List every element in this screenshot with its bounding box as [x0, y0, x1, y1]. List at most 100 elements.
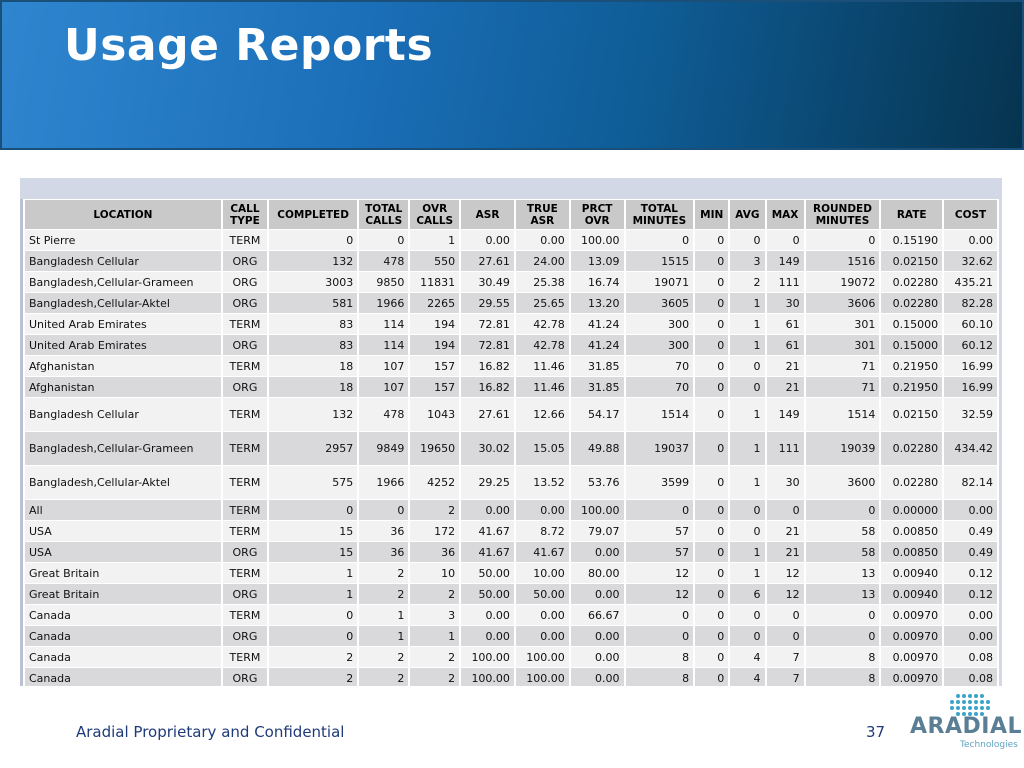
- table-cell: 21: [766, 356, 804, 376]
- table-cell: 49.88: [570, 432, 624, 465]
- table-cell: 1514: [805, 398, 880, 431]
- slide-title: Usage Reports: [64, 20, 434, 71]
- table-cell: 12.66: [515, 398, 569, 431]
- table-cell: 8: [625, 647, 694, 667]
- table-cell: 12: [625, 563, 694, 583]
- table-cell: 0: [805, 230, 880, 250]
- cell-call-type: TERM: [222, 605, 267, 625]
- table-cell: 8: [625, 668, 694, 686]
- cell-call-type: ORG: [222, 335, 267, 355]
- table-cell: 0: [766, 605, 804, 625]
- table-cell: 41.24: [570, 335, 624, 355]
- table-row: Bangladesh,Cellular-Aktel ORG 581 1966 2265 2…: [25, 293, 997, 313]
- table-cell: 70: [625, 377, 694, 397]
- table-cell: 0.02280: [881, 293, 943, 313]
- logo-subtitle: Technologies: [960, 740, 1018, 750]
- table-cell: 18: [268, 356, 358, 376]
- table-cell: 1: [410, 230, 460, 250]
- cell-location: United Arab Emirates: [25, 335, 221, 355]
- table-cell: 2265: [410, 293, 460, 313]
- table-cell: 0.00850: [881, 521, 943, 541]
- table-cell: 30: [766, 466, 804, 499]
- table-cell: 4: [730, 668, 765, 686]
- table-cell: 157: [410, 356, 460, 376]
- table-cell: 71: [805, 356, 880, 376]
- table-cell: 10.00: [515, 563, 569, 583]
- cell-call-type: TERM: [222, 563, 267, 583]
- table-cell: 0: [730, 605, 765, 625]
- table-cell: 16.82: [461, 377, 514, 397]
- cell-call-type: ORG: [222, 251, 267, 271]
- table-cell: 1: [268, 584, 358, 604]
- table-cell: 57: [625, 521, 694, 541]
- table-cell: 4: [730, 647, 765, 667]
- column-header: AVG: [730, 200, 765, 229]
- table-cell: 0.08: [944, 647, 997, 667]
- table-cell: 30: [766, 293, 804, 313]
- table-cell: 41.67: [461, 521, 514, 541]
- table-cell: 194: [410, 314, 460, 334]
- table-cell: 0.00: [570, 626, 624, 646]
- table-cell: 0.49: [944, 521, 997, 541]
- table-cell: 53.76: [570, 466, 624, 499]
- table-cell: 79.07: [570, 521, 624, 541]
- table-cell: 149: [766, 251, 804, 271]
- cell-location: Great Britain: [25, 584, 221, 604]
- table-cell: 0.00: [515, 230, 569, 250]
- table-cell: 3600: [805, 466, 880, 499]
- table-cell: 0: [730, 356, 765, 376]
- table-cell: 57: [625, 542, 694, 562]
- column-header: ASR: [461, 200, 514, 229]
- table-cell: 0: [805, 500, 880, 520]
- table-cell: 2: [410, 668, 460, 686]
- table-cell: 0.00: [515, 605, 569, 625]
- table-cell: 0.00970: [881, 647, 943, 667]
- table-cell: 25.38: [515, 272, 569, 292]
- table-cell: 60.10: [944, 314, 997, 334]
- table-cell: 2: [359, 647, 409, 667]
- table-cell: 15.05: [515, 432, 569, 465]
- table-cell: 434.42: [944, 432, 997, 465]
- page-number: 37: [866, 723, 886, 741]
- table-cell: 300: [625, 335, 694, 355]
- cell-location: Great Britain: [25, 563, 221, 583]
- table-cell: 0: [695, 272, 729, 292]
- column-header: MIN: [695, 200, 729, 229]
- report-left-border: [20, 199, 23, 686]
- table-cell: 0.02280: [881, 466, 943, 499]
- table-cell: 50.00: [461, 584, 514, 604]
- table-cell: 80.00: [570, 563, 624, 583]
- table-cell: 0: [695, 356, 729, 376]
- table-cell: 0.00: [461, 605, 514, 625]
- table-cell: 30.02: [461, 432, 514, 465]
- table-cell: 11831: [410, 272, 460, 292]
- table-cell: 0: [268, 605, 358, 625]
- cell-location: Bangladesh,Cellular-Grameen: [25, 432, 221, 465]
- cell-call-type: TERM: [222, 398, 267, 431]
- column-header: CALL TYPE: [222, 200, 267, 229]
- table-cell: 2: [268, 647, 358, 667]
- table-cell: 0.02280: [881, 272, 943, 292]
- cell-call-type: ORG: [222, 272, 267, 292]
- cell-location: Bangladesh,Cellular-Aktel: [25, 466, 221, 499]
- table-cell: 82.28: [944, 293, 997, 313]
- table-row: Bangladesh,Cellular-Grameen ORG 3003 9850 11…: [25, 272, 997, 292]
- aradial-logo: ARADIAL Technologies: [908, 690, 1022, 760]
- column-header: COST: [944, 200, 997, 229]
- table-cell: 0: [695, 293, 729, 313]
- table-cell: 0: [695, 668, 729, 686]
- table-cell: 194: [410, 335, 460, 355]
- table-cell: 0: [625, 605, 694, 625]
- table-cell: 1: [410, 626, 460, 646]
- table-cell: 36: [359, 542, 409, 562]
- table-cell: 6: [730, 584, 765, 604]
- table-cell: 157: [410, 377, 460, 397]
- table-cell: 61: [766, 314, 804, 334]
- table-cell: 9849: [359, 432, 409, 465]
- table-cell: 3605: [625, 293, 694, 313]
- table-cell: 19037: [625, 432, 694, 465]
- table-row: Bangladesh,Cellular-Aktel TERM 575 1966 4252…: [25, 466, 997, 499]
- table-cell: 100.00: [515, 668, 569, 686]
- table-cell: 0.00970: [881, 626, 943, 646]
- table-cell: 0.49: [944, 542, 997, 562]
